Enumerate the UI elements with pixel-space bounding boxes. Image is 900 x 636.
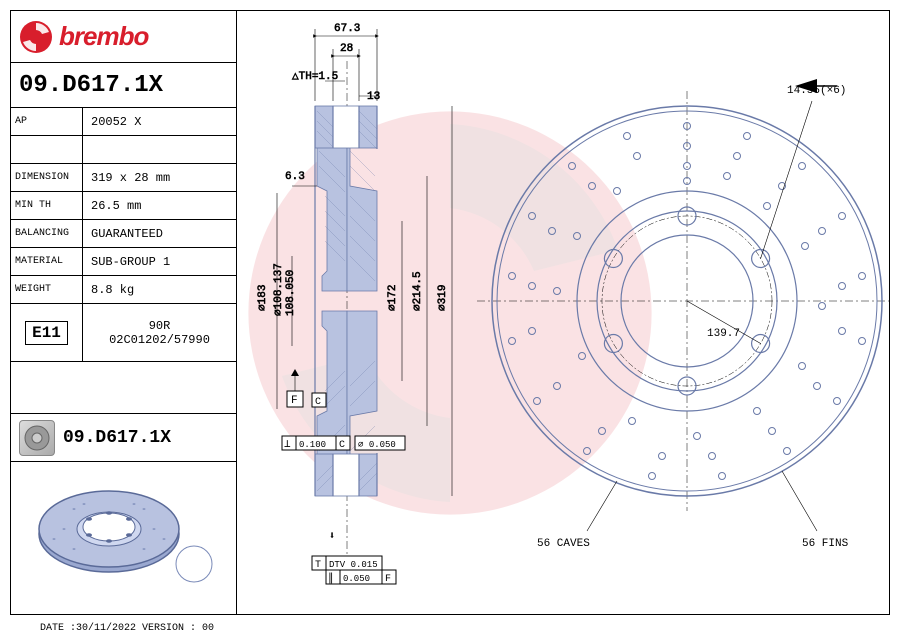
- svg-text:⌀214.5: ⌀214.5: [412, 271, 424, 311]
- svg-text:∥: ∥: [328, 572, 334, 585]
- spec-minth: MIN TH 26.5 mm: [11, 192, 236, 220]
- spec-weight-label: WEIGHT: [11, 276, 83, 303]
- svg-text:56 FINS: 56 FINS: [802, 538, 849, 550]
- svg-text:⬇: ⬇: [329, 531, 336, 543]
- svg-text:139.7: 139.7: [707, 328, 740, 340]
- spec-weight-value: 8.8 kg: [83, 276, 236, 303]
- section-view: 67.3 28 △TH=1.5 13 6.3: [257, 23, 452, 585]
- svg-text:DTV 0.015: DTV 0.015: [329, 560, 378, 570]
- svg-text:⟂: ⟂: [284, 439, 291, 451]
- svg-text:56 CAVES: 56 CAVES: [537, 538, 590, 550]
- spec-balancing-value: GUARANTEED: [83, 220, 236, 247]
- brembo-logo: [19, 20, 53, 54]
- svg-text:6.3: 6.3: [285, 171, 305, 183]
- spec-material-label: MATERIAL: [11, 248, 83, 275]
- spec-dimension-value: 319 x 28 mm: [83, 164, 236, 191]
- spec-dimension-label: DIMENSION: [11, 164, 83, 191]
- svg-text:108.050: 108.050: [285, 270, 297, 316]
- svg-text:C: C: [315, 397, 321, 408]
- brand-row: brembo: [11, 11, 236, 63]
- svg-text:⌀319: ⌀319: [437, 285, 449, 311]
- spec-ap: AP 20052 X: [11, 108, 236, 136]
- svg-text:⌀183: ⌀183: [257, 285, 269, 311]
- svg-text:⌀ 0.050: ⌀ 0.050: [358, 440, 396, 450]
- cert-value: 90R 02C01202/57990: [83, 304, 236, 361]
- spec-balancing: BALANCING GUARANTEED: [11, 220, 236, 248]
- title-block: brembo 09.D617.1X AP 20052 X DIMENSION 3…: [11, 11, 236, 614]
- svg-text:⌀172: ⌀172: [387, 285, 399, 311]
- spec-ap-value: 20052 X: [83, 108, 236, 135]
- drawing-frame: brembo 09.D617.1X AP 20052 X DIMENSION 3…: [10, 10, 890, 615]
- svg-text:C: C: [339, 440, 345, 451]
- svg-text:67.3: 67.3: [334, 23, 360, 35]
- isometric-view: [11, 444, 236, 614]
- svg-text:F: F: [291, 395, 298, 407]
- front-view: 14.55(×6) 139.7 56 CAVES 56 FINS: [477, 79, 892, 550]
- svg-text:28: 28: [340, 43, 353, 55]
- part-number-main: 09.D617.1X: [11, 63, 236, 108]
- e11-badge: E11: [11, 304, 83, 361]
- blank-row: [11, 362, 236, 414]
- spec-weight: WEIGHT 8.8 kg: [11, 276, 236, 304]
- brand-name: brembo: [59, 21, 148, 52]
- spec-ap-label: AP: [11, 108, 83, 135]
- spec-minth-value: 26.5 mm: [83, 192, 236, 219]
- spec-balancing-label: BALANCING: [11, 220, 83, 247]
- svg-text:⌀108.137: ⌀108.137: [273, 263, 285, 316]
- svg-text:14.55(×6): 14.55(×6): [787, 85, 846, 97]
- spec-minth-label: MIN TH: [11, 192, 83, 219]
- spec-material: MATERIAL SUB-GROUP 1: [11, 248, 236, 276]
- svg-text:T: T: [315, 560, 321, 571]
- svg-text:13: 13: [367, 91, 380, 103]
- svg-text:0.100: 0.100: [299, 440, 326, 450]
- spec-dimension: DIMENSION 319 x 28 mm: [11, 164, 236, 192]
- drawing-area: 67.3 28 △TH=1.5 13 6.3: [236, 11, 891, 614]
- spec-blank: [11, 136, 236, 164]
- svg-text:0.050: 0.050: [343, 574, 370, 584]
- footer-date: DATE :30/11/2022 VERSION : 00: [40, 623, 214, 634]
- spec-material-value: SUB-GROUP 1: [83, 248, 236, 275]
- certification-row: E11 90R 02C01202/57990: [11, 304, 236, 362]
- svg-text:F: F: [385, 574, 391, 585]
